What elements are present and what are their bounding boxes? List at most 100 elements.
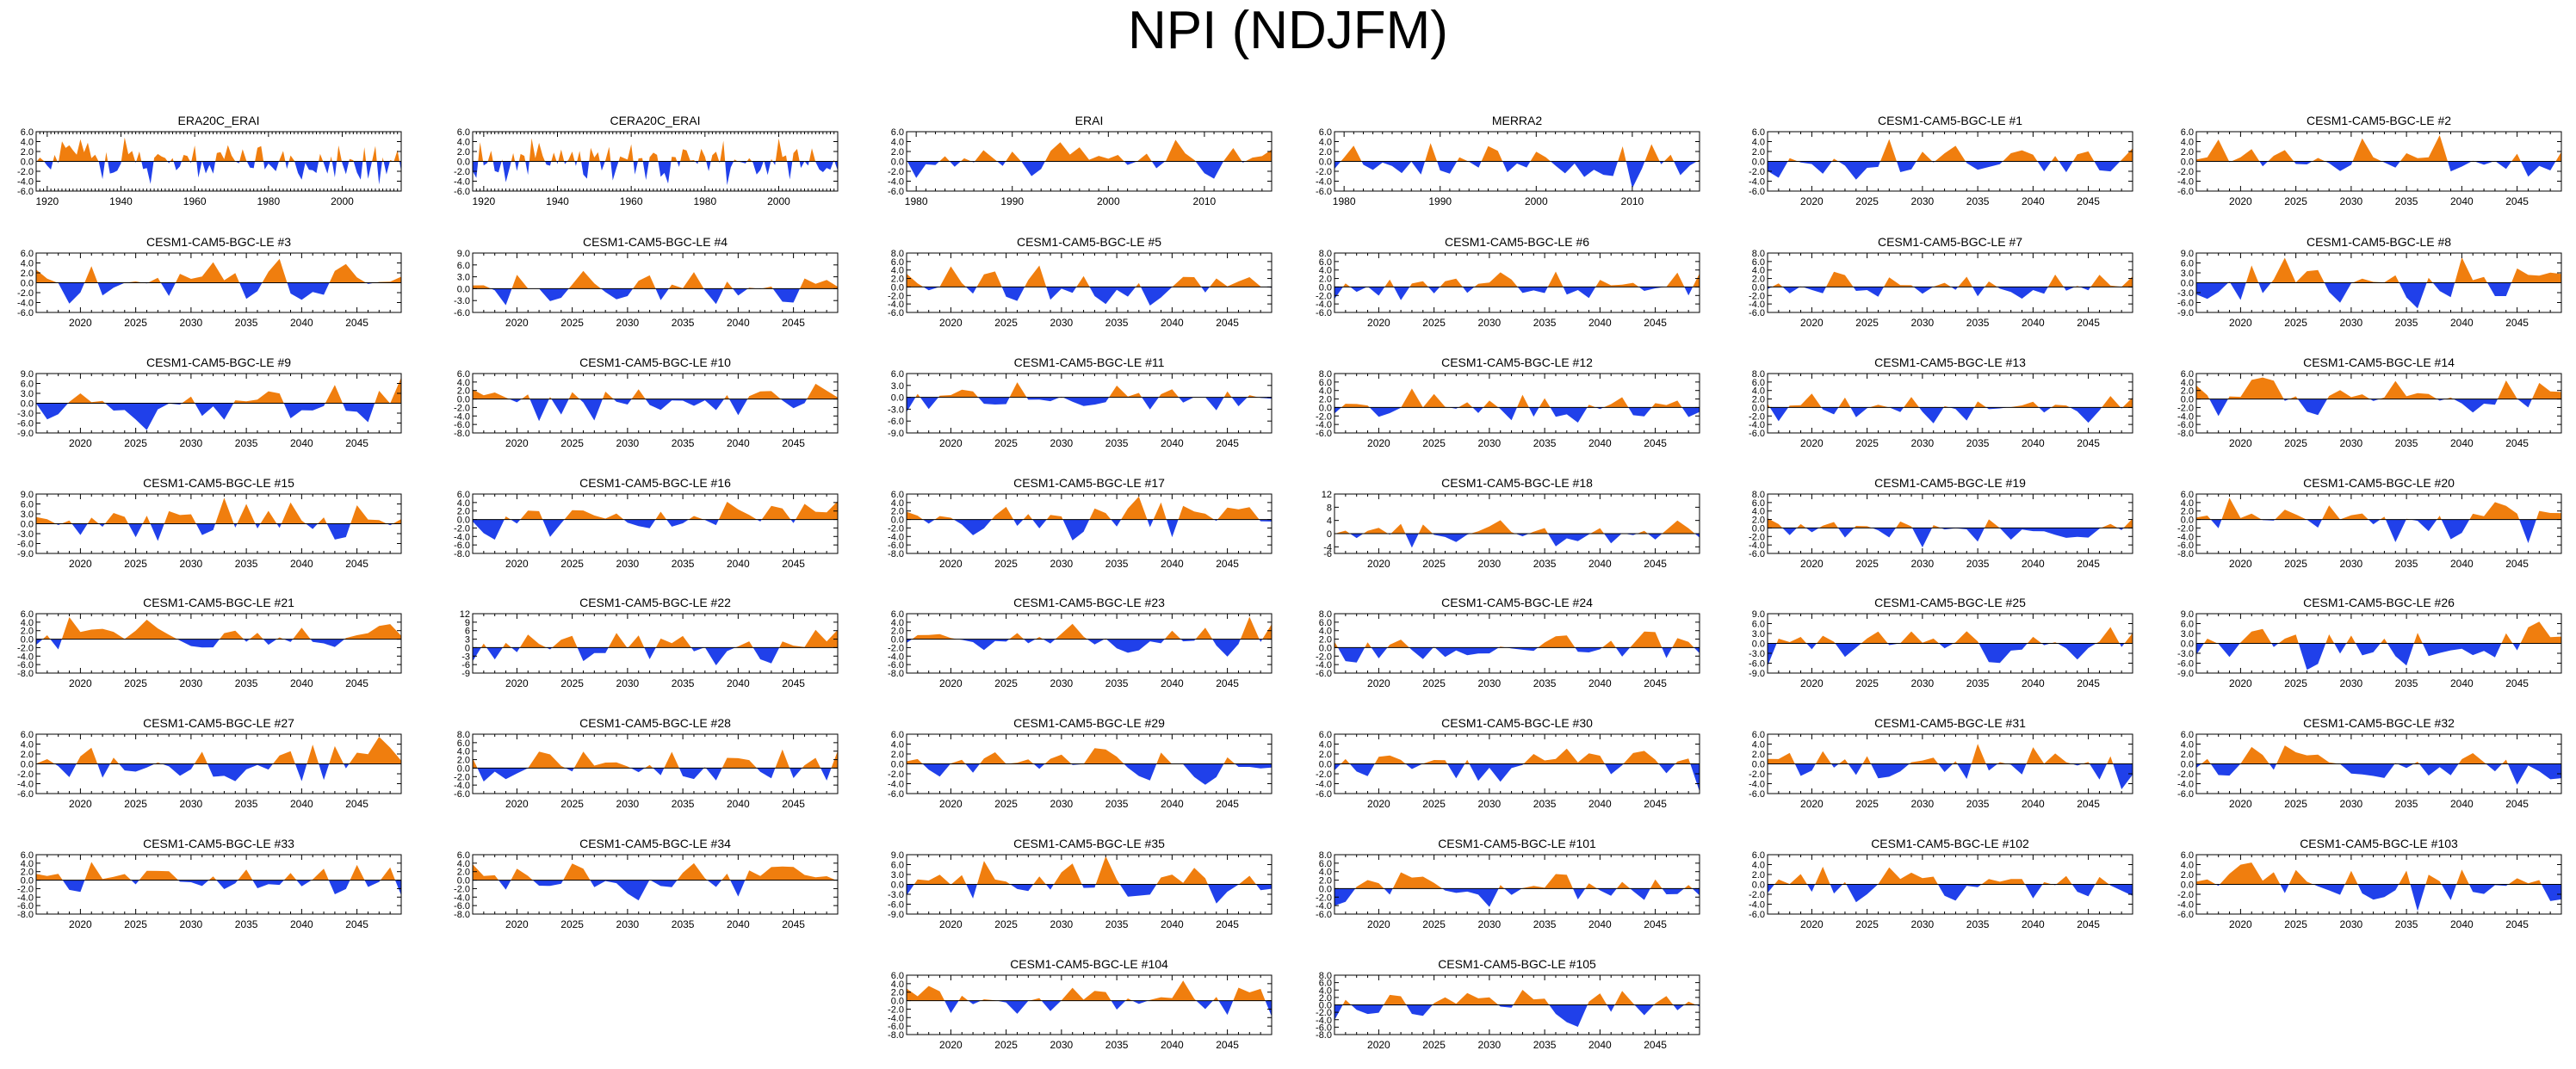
x-tick-label: 2025 [1422, 798, 1446, 810]
x-tick-label: 2025 [1422, 677, 1446, 689]
y-tick-label: -4.0 [17, 780, 34, 790]
plot-frame [35, 854, 402, 915]
positive-area [2231, 149, 2260, 162]
y-tick-label: -6.0 [888, 541, 904, 551]
x-tick-label: 2040 [1588, 437, 1612, 449]
x-tick-label: 2025 [994, 798, 1018, 810]
positive-area [237, 504, 256, 524]
y-tick-label: 3.0 [457, 273, 470, 283]
y-tick-label: 6.0 [1319, 378, 1332, 388]
x-tick-label: 2045 [782, 437, 805, 449]
positive-area [36, 158, 45, 162]
panel: CESM1-CAM5-BGC-LE #68.06.04.02.00.0-2.0-… [1316, 235, 1700, 329]
negative-area [1605, 763, 1624, 775]
positive-area [487, 151, 493, 162]
positive-area [2426, 277, 2433, 283]
negative-area [1502, 161, 1531, 173]
negative-area [1045, 884, 1054, 890]
y-tick-label: -4.0 [1749, 780, 1765, 790]
negative-area [907, 397, 916, 412]
y-tick-label: 6.0 [457, 490, 470, 500]
x-tick-label: 2030 [616, 677, 640, 689]
positive-area [1933, 282, 1952, 287]
panel-title: CESM1-CAM5-BGC-LE #16 [579, 476, 731, 490]
y-tick-label: -9 [461, 669, 470, 679]
positive-area [473, 757, 478, 769]
positive-area [2511, 153, 2521, 162]
y-tick-label: -9.0 [1749, 669, 1765, 679]
y-tick-label: -2.0 [454, 403, 470, 413]
negative-area [1384, 888, 1393, 895]
panel-title: CESM1-CAM5-BGC-LE #10 [579, 355, 731, 369]
negative-area [965, 763, 980, 773]
panel-title: CESM1-CAM5-BGC-LE #27 [143, 716, 294, 730]
panel-title: CESM1-CAM5-BGC-LE #21 [143, 596, 294, 609]
y-tick-label: -9.0 [888, 910, 904, 920]
positive-area [1153, 502, 1167, 520]
negative-area [610, 161, 619, 181]
x-tick-label: 2030 [1050, 798, 1074, 810]
negative-area [1504, 888, 1522, 895]
y-tick-label: -2.0 [17, 167, 34, 177]
y-tick-label: 0.0 [2181, 640, 2194, 650]
positive-area [1590, 528, 1605, 534]
y-tick-label: 4.0 [2181, 740, 2194, 751]
negative-area [1472, 407, 1483, 413]
x-tick-label: 2040 [2450, 798, 2474, 810]
negative-area [599, 161, 605, 171]
negative-area [706, 161, 711, 171]
panel-title: CESM1-CAM5-BGC-LE #33 [143, 837, 294, 850]
x-tick-label: 2035 [1966, 195, 1990, 207]
x-tick-label: 2030 [180, 677, 203, 689]
negative-area [1548, 534, 1591, 547]
x-tick-label: 2045 [1216, 918, 1239, 930]
negative-area [1938, 763, 1954, 772]
positive-area [1623, 751, 1659, 764]
negative-area [473, 161, 479, 178]
series-area [473, 749, 838, 782]
y-tick-label: -3.0 [888, 405, 904, 415]
y-tick-label: -2.0 [1316, 167, 1332, 177]
positive-area [671, 157, 678, 162]
positive-area [2346, 635, 2356, 644]
x-tick-label: 2025 [2284, 195, 2307, 207]
positive-area [2102, 396, 2121, 408]
positive-area [68, 393, 106, 404]
x-tick-label: 2040 [1588, 317, 1612, 329]
y-tick-label: -6 [1323, 549, 1332, 559]
positive-area [1044, 754, 1072, 764]
positive-area [84, 266, 98, 283]
x-tick-label: 2040 [1161, 677, 1184, 689]
x-tick-label: 2040 [2450, 317, 2474, 329]
y-tick-label: 8.0 [1752, 249, 1765, 259]
series-area [473, 862, 838, 901]
negative-area [1506, 647, 1539, 652]
x-tick-label: 2025 [994, 437, 1018, 449]
y-tick-label: -6.0 [2177, 187, 2194, 197]
positive-area [1768, 404, 1770, 408]
positive-area [319, 153, 324, 162]
series-area [36, 737, 401, 782]
negative-area [310, 639, 345, 647]
y-tick-label: 0.0 [891, 516, 904, 526]
y-tick-label: 2.0 [1752, 516, 1765, 526]
negative-area [804, 161, 809, 166]
y-tick-label: 6 [465, 627, 470, 637]
negative-area [1087, 639, 1105, 645]
y-tick-label: 2.0 [1752, 750, 1765, 760]
x-tick-label: 2025 [560, 677, 584, 689]
positive-area [1009, 382, 1027, 398]
negative-area [2520, 161, 2556, 177]
y-tick-label: -2.0 [17, 769, 34, 780]
negative-area [2090, 763, 2108, 780]
positive-area [628, 635, 645, 648]
negative-area [2487, 282, 2511, 296]
y-tick-label: 2.0 [1319, 395, 1332, 405]
y-tick-label: 6.0 [1752, 620, 1765, 630]
y-tick-label: -4.0 [454, 177, 470, 188]
negative-area [342, 161, 350, 175]
negative-area [1681, 407, 1700, 417]
positive-area [104, 151, 108, 162]
negative-area [57, 161, 59, 164]
